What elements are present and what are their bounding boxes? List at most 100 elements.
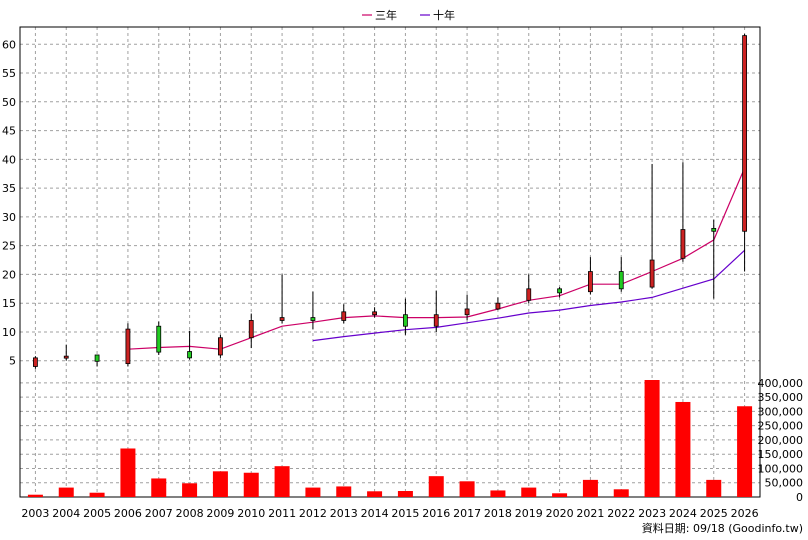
candle-body bbox=[372, 311, 377, 316]
volume-bar bbox=[737, 406, 753, 497]
candle-body bbox=[464, 308, 470, 316]
year-tick-label: 2017 bbox=[453, 507, 481, 520]
year-tick-label: 2014 bbox=[361, 507, 389, 520]
legend-item: 十年 bbox=[433, 8, 455, 22]
candle bbox=[218, 334, 223, 358]
price-tick-label: 15 bbox=[2, 297, 16, 310]
candle-body bbox=[63, 355, 69, 359]
price-axis: 5 10 15 20 25 30 35 40 45 50 55 60 bbox=[2, 38, 16, 367]
candle bbox=[125, 323, 131, 367]
candle bbox=[279, 274, 285, 324]
year-tick-label: 2003 bbox=[21, 507, 49, 520]
volume-bar bbox=[120, 448, 136, 497]
price-tick-label: 50 bbox=[2, 96, 16, 109]
price-tick-label: 10 bbox=[2, 326, 16, 339]
candle bbox=[248, 313, 254, 349]
year-tick-label: 2006 bbox=[114, 507, 142, 520]
price-tick-label: 60 bbox=[2, 38, 16, 51]
candle-body bbox=[403, 314, 408, 327]
volume-bar bbox=[552, 493, 568, 497]
volume-bar bbox=[212, 471, 228, 497]
year-tick-label: 2004 bbox=[52, 507, 80, 520]
volume-bar bbox=[58, 487, 74, 497]
candle bbox=[526, 274, 532, 304]
candle bbox=[341, 304, 347, 324]
volume-bar bbox=[613, 489, 629, 497]
price-tick-label: 55 bbox=[2, 67, 16, 80]
candle bbox=[649, 163, 655, 289]
volume-tick-label: 400,000 bbox=[758, 377, 804, 390]
price-tick-label: 35 bbox=[2, 182, 16, 195]
candle-body bbox=[557, 288, 562, 294]
candle-body bbox=[588, 271, 593, 293]
volume-bar bbox=[459, 481, 475, 497]
candles bbox=[33, 33, 747, 369]
volume-bar bbox=[274, 466, 290, 497]
candle bbox=[464, 294, 470, 321]
candle-body bbox=[156, 325, 162, 353]
volume-tick-label: 350,000 bbox=[758, 391, 804, 404]
candle bbox=[711, 219, 717, 299]
year-tick-label: 2007 bbox=[145, 507, 173, 520]
candle bbox=[495, 297, 501, 311]
candle bbox=[680, 162, 686, 262]
candle-body bbox=[526, 288, 532, 301]
volume-bar bbox=[305, 487, 321, 497]
volume-bar bbox=[675, 401, 691, 497]
candle-body bbox=[248, 320, 254, 339]
volume-bar bbox=[644, 380, 660, 497]
year-tick-label: 2010 bbox=[237, 507, 265, 520]
candle-body bbox=[649, 259, 655, 288]
price-tick-label: 25 bbox=[2, 240, 16, 253]
volume-tick-label: 300,000 bbox=[758, 405, 804, 418]
year-tick-label: 2025 bbox=[700, 507, 728, 520]
candle-body bbox=[310, 317, 316, 321]
volume-bar bbox=[151, 478, 167, 497]
volume-bars bbox=[27, 380, 753, 497]
price-tick-label: 45 bbox=[2, 125, 16, 138]
year-tick-label: 2012 bbox=[299, 507, 327, 520]
candle bbox=[557, 287, 562, 298]
volume-tick-label: 100,000 bbox=[758, 462, 804, 475]
year-tick-label: 2019 bbox=[515, 507, 543, 520]
price-tick-label: 20 bbox=[2, 268, 16, 281]
volume-bar bbox=[243, 472, 259, 497]
volume-bar bbox=[182, 483, 198, 497]
candle bbox=[433, 290, 439, 332]
source-footer: 資料日期: 09/18 (Goodinfo.tw) bbox=[642, 521, 803, 535]
year-tick-label: 2018 bbox=[484, 507, 512, 520]
candle-body bbox=[218, 337, 223, 356]
price-tick-label: 5 bbox=[9, 355, 16, 368]
plot-frame bbox=[19, 26, 761, 498]
volume-bar bbox=[521, 487, 537, 497]
volume-bar bbox=[582, 479, 598, 497]
volume-bar bbox=[490, 490, 506, 497]
year-tick-label: 2024 bbox=[669, 507, 697, 520]
volume-bar bbox=[336, 486, 352, 497]
candle-body bbox=[433, 314, 439, 327]
candle bbox=[33, 356, 38, 369]
candle bbox=[187, 330, 192, 360]
candle bbox=[403, 298, 408, 335]
year-tick-label: 2023 bbox=[638, 507, 666, 520]
candle-body bbox=[33, 357, 38, 367]
candle-body bbox=[495, 302, 501, 310]
candle bbox=[742, 33, 747, 272]
volume-bar bbox=[89, 492, 105, 497]
series-line-ten-year bbox=[312, 249, 746, 342]
year-tick-label: 2011 bbox=[268, 507, 296, 520]
price-tick-label: 30 bbox=[2, 211, 16, 224]
candle bbox=[310, 291, 316, 330]
candle-body bbox=[187, 351, 192, 359]
volume-tick-label: 250,000 bbox=[758, 420, 804, 433]
volume-bar bbox=[367, 491, 383, 497]
candle bbox=[372, 307, 377, 318]
volume-tick-label: 150,000 bbox=[758, 448, 804, 461]
legend-item: 三年 bbox=[375, 8, 397, 22]
year-tick-label: 2005 bbox=[83, 507, 111, 520]
year-tick-label: 2013 bbox=[330, 507, 358, 520]
volume-tick-label: 0 bbox=[796, 491, 803, 504]
candle-body bbox=[341, 311, 347, 321]
candle-body bbox=[94, 354, 100, 362]
